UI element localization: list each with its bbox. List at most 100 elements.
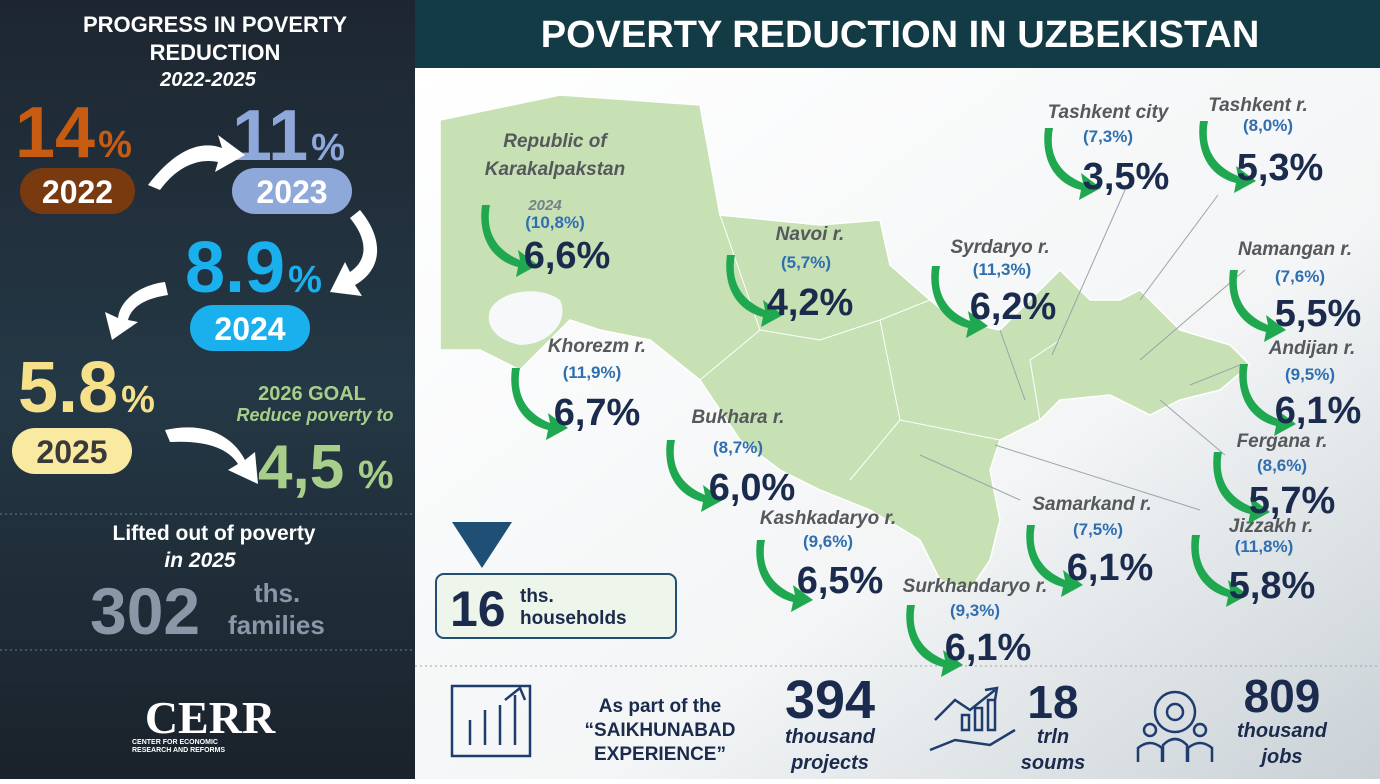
region-current: 6,5% <box>797 560 884 602</box>
leader-lines <box>919 189 1246 511</box>
goal-unit: % <box>358 453 394 497</box>
stat-value: 394 <box>785 670 875 730</box>
region-name: Andijan r. <box>1268 338 1356 359</box>
region-previous: (9,3%) <box>950 601 1000 620</box>
households-value: 16 <box>450 581 506 637</box>
lifted-unit: ths. <box>254 578 300 608</box>
region-previous: (5,7%) <box>781 253 831 272</box>
green-arrow <box>666 440 723 512</box>
region-name: Kashkadaryo r. <box>760 508 896 529</box>
region-name: Tashkent r. <box>1208 95 1308 116</box>
green-arrow <box>756 540 813 612</box>
lifted-period: in 2025 <box>164 549 236 572</box>
year-unit: % <box>288 259 322 301</box>
households-unit: ths. <box>520 586 554 607</box>
region-name: Khorezm r. <box>548 336 646 357</box>
left-title: REDUCTION <box>150 40 281 65</box>
goal-subtitle: Reduce poverty to <box>236 405 393 425</box>
region-current: 6,1% <box>1275 390 1362 432</box>
region-name: Samarkand r. <box>1032 494 1151 515</box>
region-previous: (7,6%) <box>1275 267 1325 286</box>
region-previous: (8,7%) <box>713 438 763 457</box>
region-current: 5,5% <box>1275 293 1362 335</box>
region-current: 5,8% <box>1229 565 1316 607</box>
year-rate: 14 <box>15 93 95 173</box>
left-panel <box>0 0 415 779</box>
logo-subtitle: RESEARCH AND REFORMS <box>132 747 225 754</box>
region-current: 6,2% <box>970 286 1057 328</box>
logo: CERR <box>145 692 276 743</box>
year-rate: 8.9 <box>185 228 285 308</box>
footer-intro: As part of the <box>599 696 721 717</box>
year-rate: 11 <box>232 96 308 176</box>
header-title: POVERTY REDUCTION IN UZBEKISTAN <box>541 14 1260 56</box>
region-name: Tashkent city <box>1048 102 1170 123</box>
green-arrow <box>1026 525 1083 597</box>
lifted-title: Lifted out of poverty <box>113 522 316 545</box>
region-previous: (11,9%) <box>563 363 622 382</box>
region-name: Republic of <box>503 131 608 152</box>
year-pill <box>20 168 135 214</box>
region-name: Surkhandaryo r. <box>903 576 1048 597</box>
region-previous: (8,6%) <box>1257 456 1307 475</box>
region-previous: (7,3%) <box>1083 127 1133 146</box>
year-label: 2025 <box>36 434 107 470</box>
region-current: 4,2% <box>767 282 854 324</box>
stat-label: jobs <box>1258 746 1302 768</box>
stat-label: soums <box>1021 752 1085 774</box>
stat-unit: thousand <box>785 726 876 748</box>
header-bar <box>415 0 1380 68</box>
region-previous: (8,0%) <box>1243 116 1293 135</box>
lifted-label: families <box>228 610 325 640</box>
region-previous: (9,5%) <box>1285 365 1335 384</box>
region-current: 6,0% <box>709 467 796 509</box>
goal-title: 2026 GOAL <box>258 383 366 405</box>
households-box <box>435 573 677 639</box>
region-current: 5,3% <box>1237 147 1324 189</box>
region-previous: (11,3%) <box>973 260 1032 279</box>
lifted-value: 302 <box>90 574 200 648</box>
year-unit: % <box>311 127 345 169</box>
footer-intro: “SAIKHUNABAD <box>585 720 736 741</box>
region-name: Bukhara r. <box>692 407 785 428</box>
green-arrow <box>726 255 783 327</box>
green-arrow <box>1239 364 1296 436</box>
year-rate: 5.8 <box>18 348 118 428</box>
green-arrow <box>511 368 568 440</box>
year-label: 2022 <box>42 174 113 210</box>
stat-value: 18 <box>1027 676 1078 728</box>
green-arrow <box>1229 270 1286 342</box>
green-arrow <box>906 605 963 677</box>
left-title: PROGRESS IN POVERTY <box>83 12 347 37</box>
region-previous: (10,8%) <box>525 213 585 232</box>
triangle-marker <box>452 522 512 568</box>
households-label: households <box>520 608 627 629</box>
green-arrow <box>1199 121 1256 193</box>
footer-icons <box>450 684 1214 762</box>
green-arrow <box>1191 535 1248 607</box>
left-period: 2022-2025 <box>159 69 257 91</box>
region-current: 6,1% <box>1067 547 1154 589</box>
region-name: Namangan r. <box>1238 239 1352 260</box>
green-arrow <box>1044 128 1101 200</box>
stat-unit: thousand <box>1237 720 1328 742</box>
stat-unit: trln <box>1037 726 1069 748</box>
region-name: Fergana r. <box>1237 431 1328 452</box>
region-current: 6,6% <box>524 235 611 277</box>
region-current: 6,1% <box>945 627 1032 669</box>
year-unit: % <box>121 379 155 421</box>
green-arrow <box>931 266 988 338</box>
region-note: 2024 <box>527 197 562 214</box>
region-name: Navoi r. <box>776 224 845 245</box>
aral-sea <box>488 291 563 345</box>
footer-intro: EXPERIENCE” <box>594 744 726 765</box>
goal-rate: 4,5 <box>258 433 344 502</box>
year-unit: % <box>98 124 132 166</box>
green-arrow <box>1213 452 1270 524</box>
region-current: 5,7% <box>1249 480 1336 522</box>
region-previous: (11,8%) <box>1235 537 1294 556</box>
progress-arrows <box>105 135 378 484</box>
